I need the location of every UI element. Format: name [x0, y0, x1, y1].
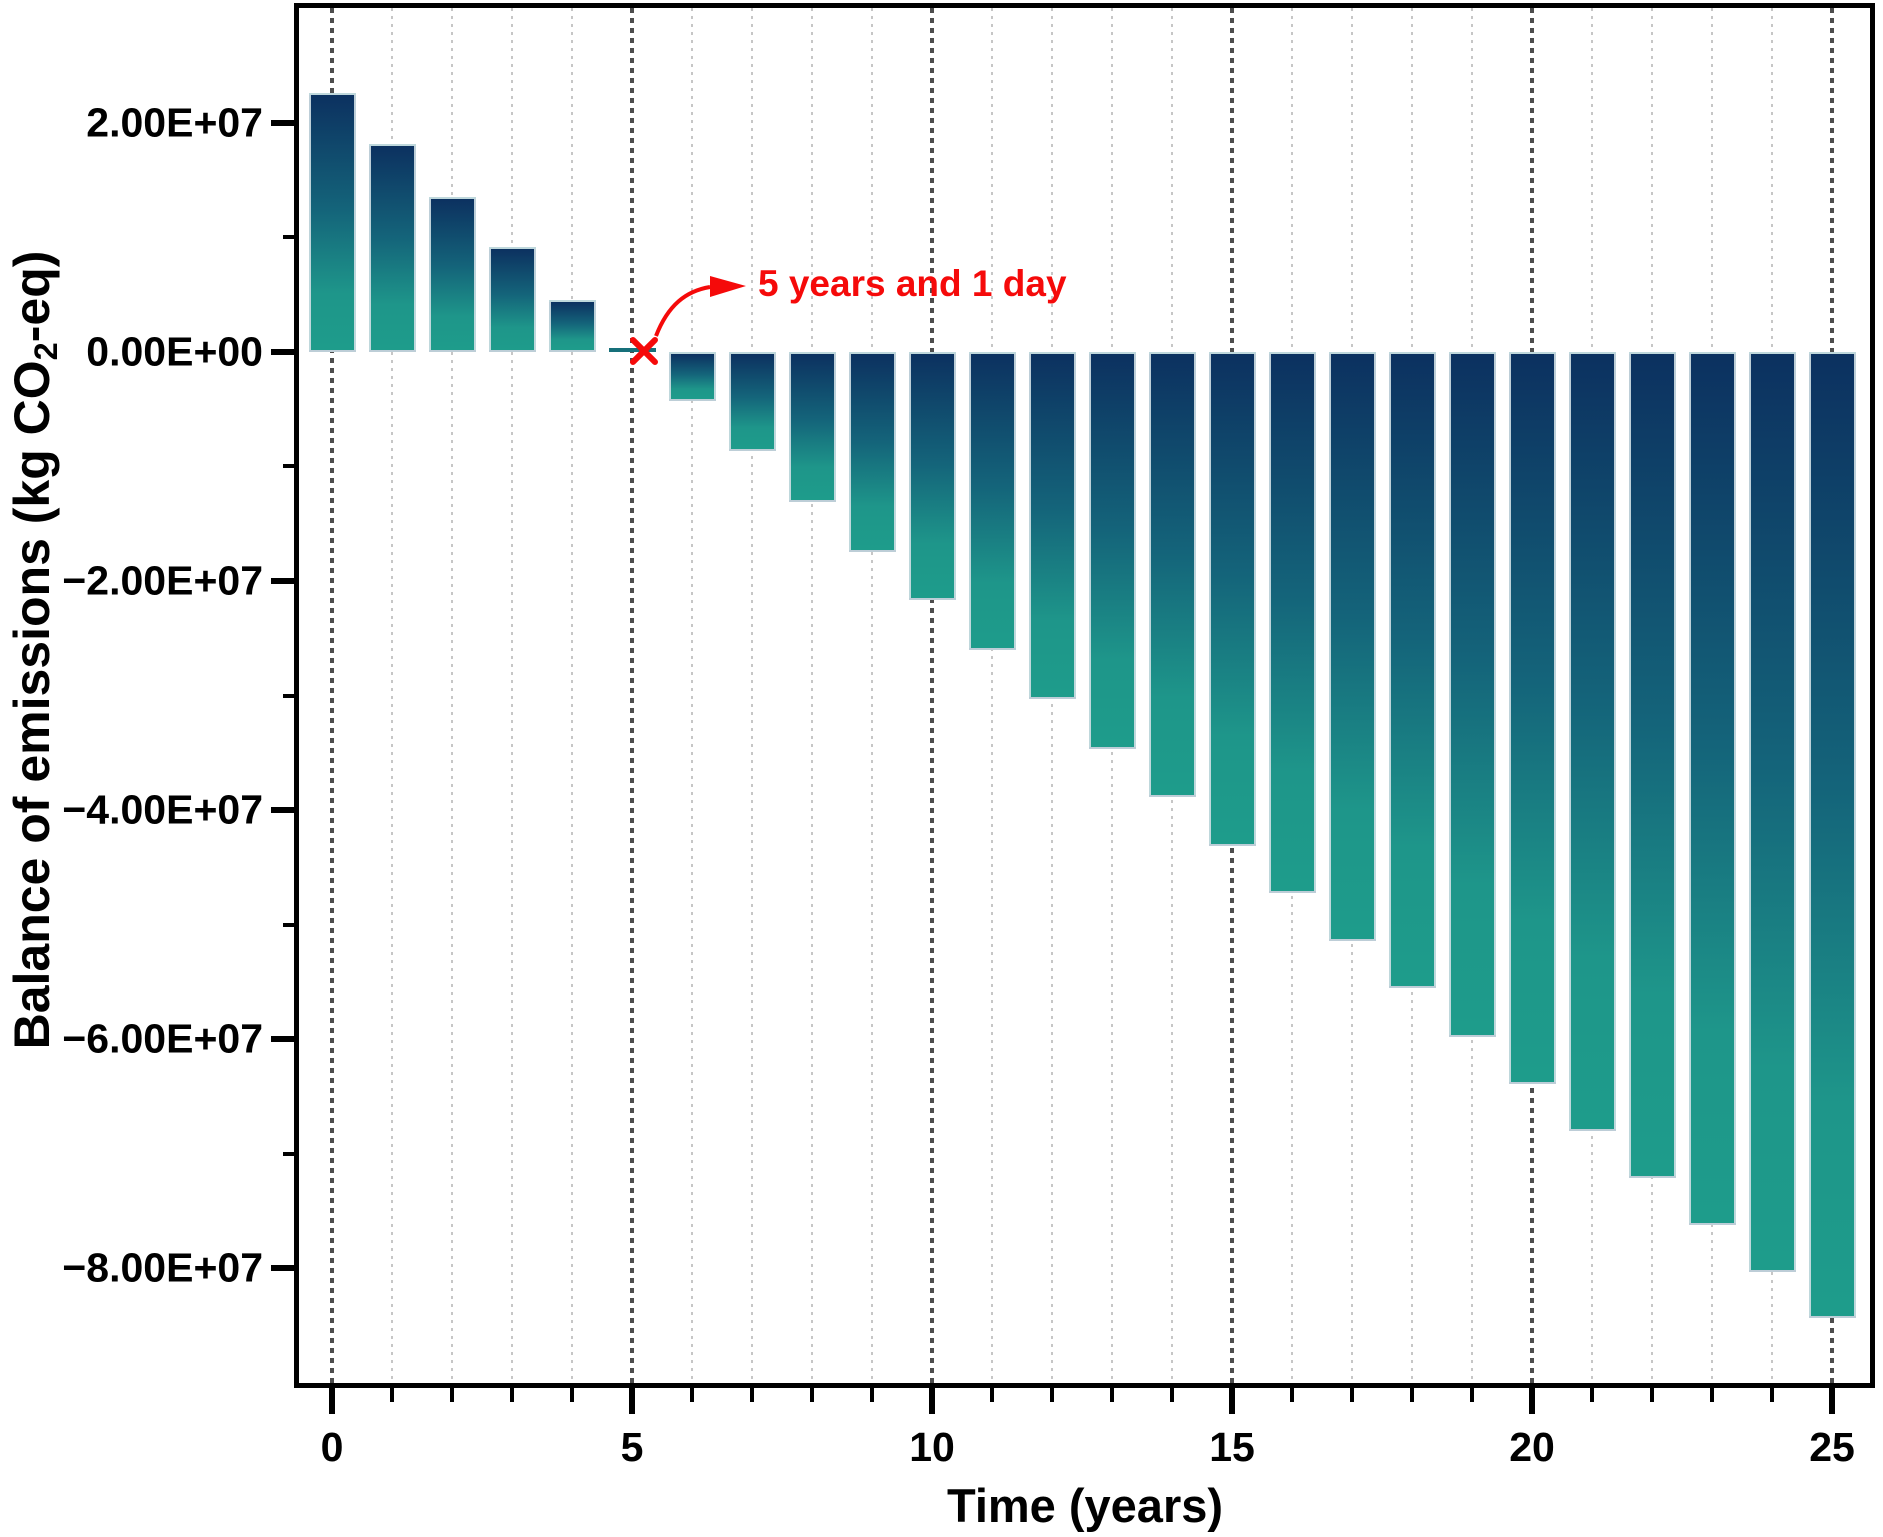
- y-axis-title-pre: Balance of emissions (kg CO: [4, 360, 60, 1050]
- x-minor-tick: [1710, 1388, 1714, 1402]
- bar-year-12: [1028, 351, 1076, 699]
- x-minor-tick: [1410, 1388, 1414, 1402]
- bar-year-11: [968, 351, 1016, 650]
- bar-year-18: [1388, 351, 1436, 988]
- x-minor-tick: [450, 1388, 454, 1402]
- gridline-minor: [691, 8, 693, 1383]
- x-major-tick: [1229, 1388, 1235, 1414]
- bar-year-7: [728, 351, 776, 452]
- bar-year-3: [488, 247, 536, 352]
- y-minor-tick: [283, 693, 297, 698]
- y-axis-title-subscript: 2: [28, 342, 65, 361]
- x-minor-tick: [1350, 1388, 1354, 1402]
- x-major-tick: [629, 1388, 635, 1414]
- x-tick-label: 25: [1809, 1424, 1855, 1470]
- bar-year-6: [668, 351, 716, 402]
- y-major-tick: [271, 348, 297, 355]
- x-minor-tick: [690, 1388, 694, 1402]
- x-tick-label: 10: [909, 1424, 955, 1470]
- gridline-minor: [451, 8, 453, 1383]
- bar-year-4: [548, 300, 596, 352]
- y-tick-label: −8.00E+07: [62, 1244, 263, 1291]
- y-tick-label: 0.00E+00: [86, 328, 263, 375]
- bar-year-17: [1328, 351, 1376, 941]
- bar-year-0: [308, 92, 356, 352]
- x-minor-tick: [1110, 1388, 1114, 1402]
- x-minor-tick: [1770, 1388, 1774, 1402]
- bar-year-19: [1448, 351, 1496, 1037]
- bar-year-14: [1148, 351, 1196, 798]
- x-minor-tick: [1050, 1388, 1054, 1402]
- x-tick-label: 0: [320, 1424, 344, 1470]
- x-minor-tick: [870, 1388, 874, 1402]
- x-major-tick: [1529, 1388, 1535, 1414]
- x-minor-tick: [810, 1388, 814, 1402]
- y-tick-label: −6.00E+07: [62, 1015, 263, 1062]
- bar-year-8: [788, 351, 836, 502]
- x-minor-tick: [1650, 1388, 1654, 1402]
- gridline-major: [330, 8, 334, 1383]
- x-major-tick: [929, 1388, 935, 1414]
- bar-year-21: [1568, 351, 1616, 1131]
- y-minor-tick: [283, 235, 297, 240]
- x-tick-label: 15: [1209, 1424, 1255, 1470]
- gridline-minor: [811, 8, 813, 1383]
- x-major-tick: [1829, 1388, 1835, 1414]
- gridline-minor: [751, 8, 753, 1383]
- y-major-tick: [271, 1036, 297, 1043]
- y-minor-tick: [283, 922, 297, 927]
- annotation-text: 5 years and 1 day: [758, 263, 1067, 304]
- bar-year-22: [1628, 351, 1676, 1178]
- y-axis-title: Balance of emissions (kg CO2-eq): [3, 250, 65, 1050]
- bar-year-25: [1808, 351, 1856, 1318]
- gridline-minor: [511, 8, 513, 1383]
- gridline-major: [930, 8, 934, 1383]
- gridline-minor: [391, 8, 393, 1383]
- x-minor-tick: [990, 1388, 994, 1402]
- bar-year-15: [1208, 351, 1256, 846]
- bar-year-24: [1748, 351, 1796, 1272]
- x-minor-tick: [750, 1388, 754, 1402]
- bar-year-2: [428, 197, 476, 352]
- x-major-tick: [329, 1388, 335, 1414]
- y-tick-label: −2.00E+07: [62, 557, 263, 604]
- y-minor-tick: [283, 1151, 297, 1156]
- y-major-tick: [271, 577, 297, 584]
- y-axis-title-post: -eq): [4, 250, 60, 343]
- x-minor-tick: [1590, 1388, 1594, 1402]
- bar-year-5: [608, 347, 656, 352]
- bar-year-16: [1268, 351, 1316, 893]
- bar-year-1: [368, 144, 416, 352]
- y-tick-label: 2.00E+07: [86, 99, 263, 146]
- x-tick-label: 20: [1509, 1424, 1555, 1470]
- y-tick-label: −4.00E+07: [62, 786, 263, 833]
- y-minor-tick: [283, 464, 297, 469]
- gridline-minor: [871, 8, 873, 1383]
- gridline-major: [630, 8, 634, 1383]
- x-minor-tick: [1470, 1388, 1474, 1402]
- bar-year-10: [908, 351, 956, 601]
- gridline-minor: [571, 8, 573, 1383]
- y-major-tick: [271, 119, 297, 126]
- x-axis-title: Time (years): [946, 1479, 1224, 1532]
- bar-year-23: [1688, 351, 1736, 1225]
- y-major-tick: [271, 807, 297, 814]
- x-minor-tick: [570, 1388, 574, 1402]
- y-major-tick: [271, 1265, 297, 1272]
- gridline-minor: [991, 8, 993, 1383]
- bar-year-20: [1508, 351, 1556, 1084]
- x-minor-tick: [1170, 1388, 1174, 1402]
- bar-year-9: [848, 351, 896, 553]
- x-minor-tick: [390, 1388, 394, 1402]
- x-minor-tick: [1290, 1388, 1294, 1402]
- plot-frame: [294, 3, 1875, 1388]
- bar-year-13: [1088, 351, 1136, 750]
- x-minor-tick: [510, 1388, 514, 1402]
- x-tick-label: 5: [620, 1424, 644, 1470]
